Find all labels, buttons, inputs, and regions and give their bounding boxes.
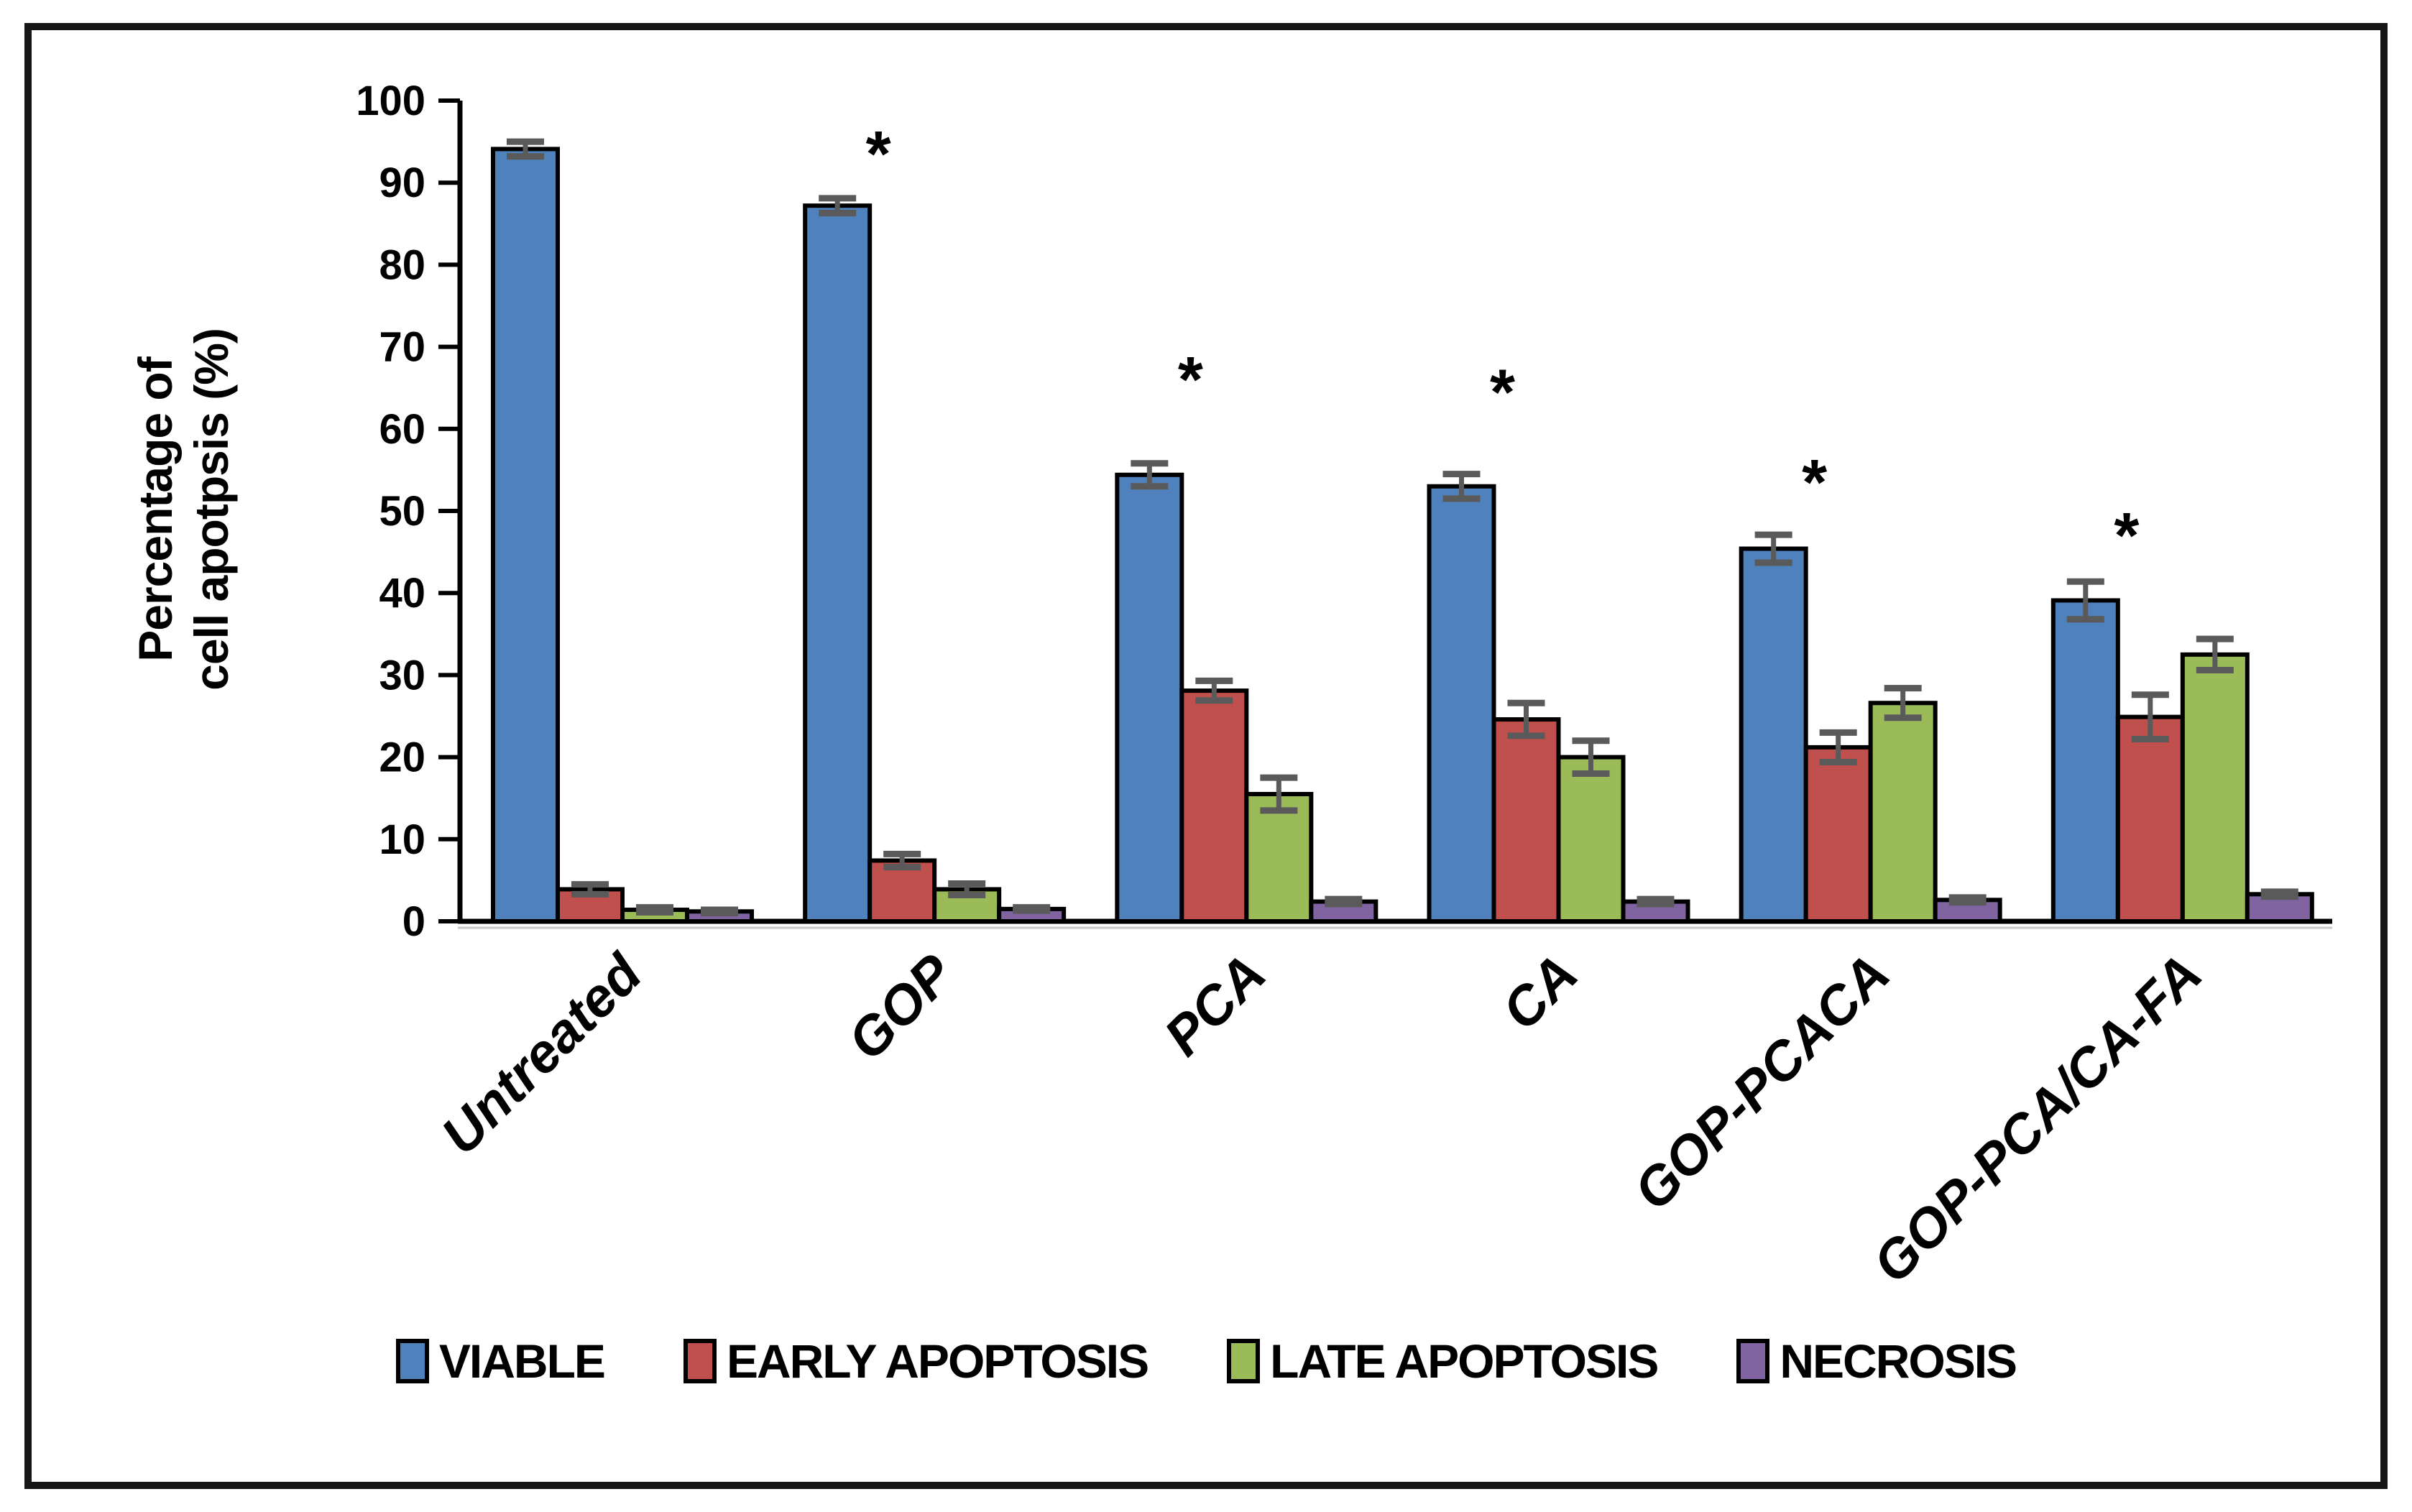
bar-late-apoptosis-gop-pca-ca-fa xyxy=(2180,652,2250,923)
bar-viable-gop-pca-ca-fa xyxy=(2050,598,2120,924)
legend-item-viable: VIABLE xyxy=(395,1334,606,1388)
bar-late-apoptosis-pca xyxy=(1244,791,1314,923)
y-axis-title: Percentage of cell apotpsis (%) xyxy=(128,200,250,819)
y-tick-label-90: 90 xyxy=(379,160,425,206)
y-tick-label-10: 10 xyxy=(379,816,425,863)
bar-early-apoptosis-gop-pcaca xyxy=(1803,745,1873,923)
bar-late-apoptosis-ca xyxy=(1556,755,1626,923)
y-axis-title-line2: cell apotpsis (%) xyxy=(184,328,238,691)
y-tick-label-70: 70 xyxy=(379,324,425,371)
significance-asterisk-gop-pcaca: * xyxy=(1802,447,1827,519)
bar-viable-pca xyxy=(1115,472,1184,923)
x-category-label-pca: PCA xyxy=(1153,943,1278,1068)
y-tick-label-50: 50 xyxy=(379,488,425,535)
legend-label-viable: VIABLE xyxy=(438,1334,606,1388)
y-tick-label-30: 30 xyxy=(379,652,425,699)
x-category-label-gop-pcaca: GOP-PCACA xyxy=(1622,943,1902,1222)
significance-asterisk-pca: * xyxy=(1178,344,1203,416)
bar-early-apoptosis-ca xyxy=(1491,717,1561,923)
x-category-label-gop: GOP xyxy=(837,943,966,1072)
x-category-label-ca: CA xyxy=(1491,943,1590,1042)
legend-item-necrosis: NECROSIS xyxy=(1736,1334,2017,1388)
significance-asterisk-ca: * xyxy=(1490,356,1515,428)
legend-item-early-apoptosis: EARLY APOPTOSIS xyxy=(683,1334,1149,1388)
bar-viable-gop-pcaca xyxy=(1739,546,1808,923)
bar-necrosis-ca xyxy=(1621,899,1690,924)
y-tick-label-60: 60 xyxy=(379,406,425,453)
bar-viable-ca xyxy=(1427,484,1496,923)
bar-early-apoptosis-pca xyxy=(1179,688,1249,924)
significance-asterisk-gop-pca-ca-fa: * xyxy=(2114,500,2139,572)
bar-viable-gop xyxy=(803,203,873,923)
y-axis-title-line1: Percentage of xyxy=(129,357,182,662)
legend-swatch-necrosis xyxy=(1736,1339,1770,1383)
bar-late-apoptosis-gop-pcaca xyxy=(1868,701,1938,924)
y-tick-label-0: 0 xyxy=(402,898,425,945)
legend-label-early-apoptosis: EARLY APOPTOSIS xyxy=(726,1334,1149,1388)
legend: VIABLE EARLY APOPTOSIS LATE APOPTOSIS NE… xyxy=(0,1334,2412,1388)
bar-viable-untreated xyxy=(491,147,560,923)
legend-swatch-early-apoptosis xyxy=(683,1339,717,1383)
legend-swatch-viable xyxy=(395,1339,429,1383)
y-tick-label-80: 80 xyxy=(379,241,425,288)
significance-asterisk-gop: * xyxy=(866,119,891,190)
x-category-label-untreated: Untreated xyxy=(430,942,654,1166)
legend-item-late-apoptosis: LATE APOPTOSIS xyxy=(1227,1334,1659,1388)
legend-swatch-late-apoptosis xyxy=(1227,1339,1261,1383)
legend-label-late-apoptosis: LATE APOPTOSIS xyxy=(1270,1334,1659,1388)
x-category-label-gop-pca-ca-fa: GOP-PCA/CA-FA xyxy=(1861,943,2214,1295)
y-tick-label-100: 100 xyxy=(356,78,425,124)
bar-early-apoptosis-gop-pca-ca-fa xyxy=(2115,714,2185,924)
y-tick-label-40: 40 xyxy=(379,570,425,617)
legend-label-necrosis: NECROSIS xyxy=(1780,1334,2017,1388)
y-tick-label-20: 20 xyxy=(379,734,425,781)
